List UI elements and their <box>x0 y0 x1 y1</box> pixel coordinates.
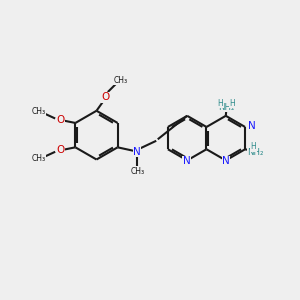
Text: NH₂: NH₂ <box>218 103 235 112</box>
Text: H: H <box>230 99 235 108</box>
Text: N: N <box>133 147 141 157</box>
Text: O: O <box>101 92 110 102</box>
Text: CH₃: CH₃ <box>130 167 145 176</box>
Text: NH₂: NH₂ <box>247 148 264 157</box>
Text: CH₃: CH₃ <box>31 107 45 116</box>
Text: CH₃: CH₃ <box>31 154 45 163</box>
Text: H: H <box>218 99 223 108</box>
Text: N: N <box>248 122 256 131</box>
Text: H: H <box>250 142 256 152</box>
Text: N: N <box>222 156 230 166</box>
Text: CH₃: CH₃ <box>113 76 127 85</box>
Text: O: O <box>56 115 65 125</box>
Text: N: N <box>183 156 190 166</box>
Text: O: O <box>56 145 65 155</box>
